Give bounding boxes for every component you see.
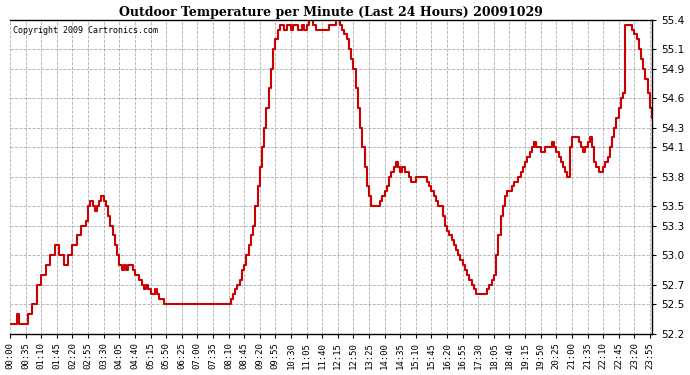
- Title: Outdoor Temperature per Minute (Last 24 Hours) 20091029: Outdoor Temperature per Minute (Last 24 …: [119, 6, 543, 18]
- Text: Copyright 2009 Cartronics.com: Copyright 2009 Cartronics.com: [13, 26, 158, 35]
